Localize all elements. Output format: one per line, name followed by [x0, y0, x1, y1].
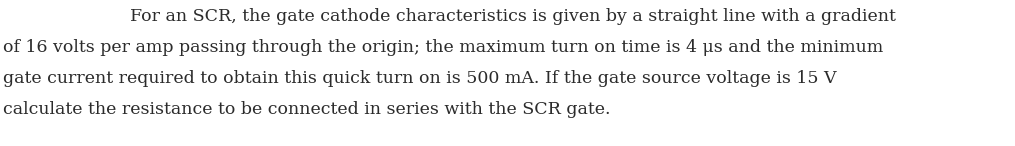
Text: gate current required to obtain this quick turn on is 500 mA. If the gate source: gate current required to obtain this qui… — [3, 70, 836, 87]
Text: For an SCR, the gate cathode characteristics is given by a straight line with a : For an SCR, the gate cathode characteris… — [130, 8, 896, 25]
Text: calculate the resistance to be connected in series with the SCR gate.: calculate the resistance to be connected… — [3, 101, 610, 118]
Text: of 16 volts per amp passing through the origin; the maximum turn on time is 4 μs: of 16 volts per amp passing through the … — [3, 39, 883, 56]
